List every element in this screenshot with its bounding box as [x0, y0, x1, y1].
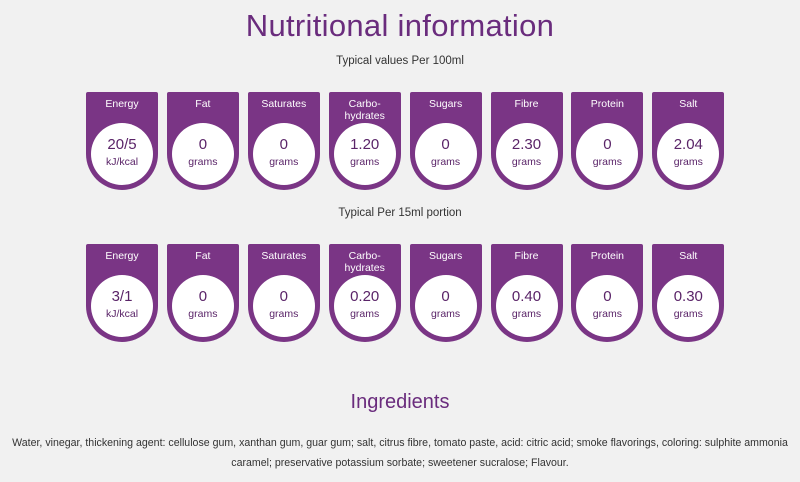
nutrient-unit: grams [350, 308, 380, 320]
nutrient-value: 0.40 [511, 288, 542, 305]
nutrient-value-circle: 0 grams [171, 123, 234, 185]
nutrient-unit: grams [592, 156, 622, 168]
nutrient-value: 0 [441, 136, 450, 153]
ingredients-title: Ingredients [350, 391, 450, 413]
nutrient-label: Fat [195, 250, 211, 262]
nutrient-card-carbohydrates: Carbo-hydrates 0.20 grams [328, 244, 401, 342]
nutrient-unit: grams [511, 308, 542, 320]
nutrient-value-circle: 2.04 grams [657, 123, 720, 185]
nutrient-label: Fibre [514, 98, 539, 110]
nutrient-value: 0 [198, 288, 208, 305]
nutrient-unit: grams [350, 156, 380, 168]
nutrient-label: Sugars [428, 250, 463, 262]
nutrient-value: 0.20 [350, 288, 380, 305]
nutrient-value-circle: 0.20 grams [333, 275, 396, 337]
nutrient-value-circle: 0 grams [576, 123, 639, 185]
nutrient-label: Carbo-hydrates [344, 250, 385, 274]
page-title: Nutritional information [245, 8, 555, 43]
section-subtitle-per-100ml: Typical values Per 100ml [336, 55, 464, 67]
nutrient-label: Fibre [514, 250, 539, 262]
nutrient-value: 0 [603, 136, 612, 153]
nutrient-value: 0 [441, 288, 450, 305]
nutrient-card-energy: Energy 3/1 kJ/kcal [86, 244, 158, 342]
nutrient-value: 1.20 [350, 136, 380, 153]
nutrient-label: Protein [590, 250, 625, 262]
nutrient-unit: grams [188, 308, 218, 320]
nutrient-card-salt: Salt 2.04 grams [652, 92, 725, 190]
nutrient-value-circle: 0 grams [252, 123, 315, 185]
nutrient-value: 0.30 [673, 288, 703, 305]
nutrient-value: 0 [279, 288, 288, 305]
nutrient-unit: grams [673, 308, 703, 320]
nutrient-label: Energy [105, 250, 139, 262]
nutrient-label: Sugars [428, 98, 463, 110]
nutrient-value: 0 [279, 136, 288, 153]
nutrient-unit: grams [269, 308, 299, 320]
section-subtitle-per-portion: Typical Per 15ml portion [338, 207, 462, 219]
nutrient-value-circle: 0 grams [414, 275, 477, 337]
nutrient-unit: grams [511, 156, 542, 168]
nutrient-value-circle: 3/1 kJ/kcal [91, 275, 153, 337]
nutrient-value-circle: 0.40 grams [495, 275, 558, 337]
nutrient-card-fibre: Fibre 2.30 grams [490, 92, 563, 190]
nutrient-value-circle: 0 grams [171, 275, 234, 337]
nutrient-label: Carbo-hydrates [344, 98, 385, 122]
nutrient-unit: grams [431, 156, 461, 168]
nutrient-card-energy: Energy 20/5 kJ/kcal [86, 92, 158, 190]
nutrient-card-sugars: Sugars 0 grams [409, 244, 482, 342]
nutrient-unit: grams [269, 156, 299, 168]
nutrient-unit: grams [431, 308, 461, 320]
nutrient-value-circle: 1.20 grams [333, 123, 396, 185]
nutrient-value: 3/1 [111, 288, 133, 305]
nutrient-label: Fat [195, 98, 211, 110]
nutrient-value-circle: 20/5 kJ/kcal [91, 123, 153, 185]
nutrient-card-carbohydrates: Carbo-hydrates 1.20 grams [328, 92, 401, 190]
nutrient-label: Protein [590, 98, 625, 110]
nutrient-label: Salt [679, 250, 698, 262]
nutrient-value: 2.04 [673, 136, 703, 153]
nutrient-label: Saturates [261, 98, 307, 110]
nutrient-value: 2.30 [511, 136, 542, 153]
nutrient-unit: kJ/kcal [105, 156, 139, 168]
nutrient-card-saturates: Saturates 0 grams [247, 92, 320, 190]
nutrient-value: 0 [603, 288, 612, 305]
nutrient-card-sugars: Sugars 0 grams [409, 92, 482, 190]
nutrient-value: 0 [198, 136, 208, 153]
nutrient-label: Salt [679, 98, 698, 110]
nutrient-label: Energy [105, 98, 139, 110]
nutrient-unit: grams [188, 156, 218, 168]
nutrient-value-circle: 2.30 grams [495, 123, 558, 185]
nutrient-card-fat: Fat 0 grams [166, 92, 239, 190]
nutrient-value-circle: 0 grams [414, 123, 477, 185]
nutrient-card-protein: Protein 0 grams [571, 244, 644, 342]
ingredients-text: Water, vinegar, thickening agent: cellul… [12, 437, 788, 469]
nutrient-value-circle: 0 grams [576, 275, 639, 337]
nutrient-card-saturates: Saturates 0 grams [247, 244, 320, 342]
nutrition-row-per-portion: Energy 3/1 kJ/kcal Fat 0 grams Saturates 0 grams… [86, 244, 726, 344]
nutrition-row-per-100ml: Energy 20/5 kJ/kcal Fat 0 grams Saturates 0 gram… [86, 92, 726, 192]
nutrient-unit: grams [592, 308, 622, 320]
nutrient-card-salt: Salt 0.30 grams [652, 244, 725, 342]
nutrient-unit: kJ/kcal [105, 308, 139, 320]
nutrient-card-fat: Fat 0 grams [166, 244, 239, 342]
nutrient-label: Saturates [261, 250, 307, 262]
nutrient-value-circle: 0 grams [252, 275, 315, 337]
nutrient-card-fibre: Fibre 0.40 grams [490, 244, 563, 342]
nutrient-card-protein: Protein 0 grams [571, 92, 644, 190]
nutrient-value-circle: 0.30 grams [657, 275, 720, 337]
nutrient-unit: grams [673, 156, 703, 168]
nutrient-value: 20/5 [107, 136, 137, 153]
